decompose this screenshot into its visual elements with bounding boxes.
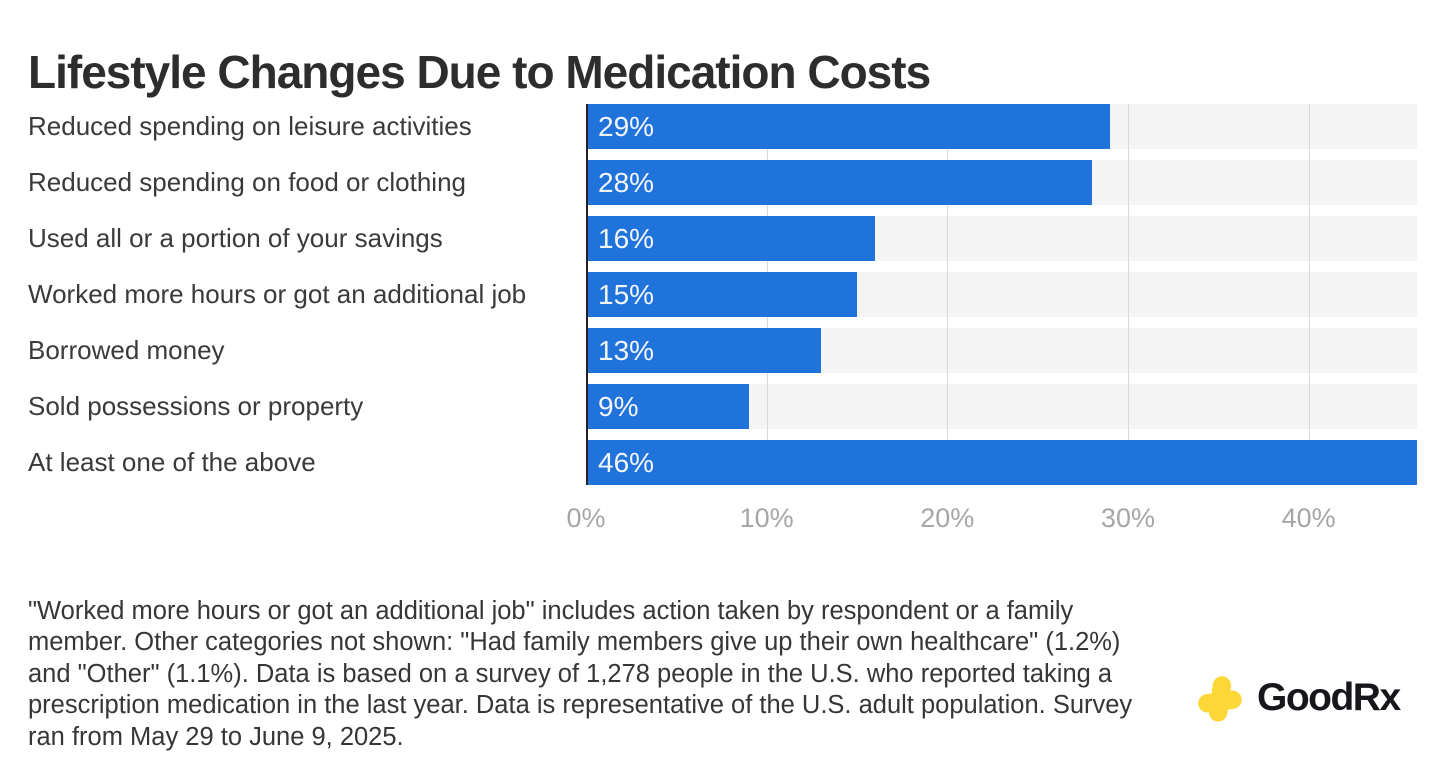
bar-value-label: 15%: [598, 278, 655, 310]
bar: 46%: [586, 440, 1417, 485]
bar: 13%: [586, 328, 821, 373]
category-label: At least one of the above: [28, 447, 316, 477]
bar-value-label: 16%: [598, 222, 655, 254]
y-axis-line: [586, 104, 588, 485]
bar-chart: Reduced spending on leisure activities Re…: [0, 104, 1440, 550]
goodrx-wordmark: GoodRx: [1257, 676, 1401, 719]
category-label: Used all or a portion of your savings: [28, 223, 443, 253]
bar-value-label: 29%: [598, 110, 655, 142]
bar-value-label: 46%: [598, 446, 655, 478]
bar-value-label: 9%: [598, 390, 639, 422]
plot-area: 29% 28% 16% 15% 13% 9% 46%: [586, 104, 1417, 485]
bar: 28%: [586, 160, 1092, 205]
category-label: Sold possessions or property: [28, 391, 364, 421]
goodrx-logo: GoodRx: [1192, 670, 1401, 726]
bar: 9%: [586, 384, 749, 429]
x-axis-tick-labels: 0% 10% 20% 30% 40%: [566, 495, 1417, 541]
category-label: Worked more hours or got an additional j…: [28, 279, 527, 309]
gridline: [1308, 104, 1310, 485]
bar: 29%: [586, 104, 1110, 149]
chart-title: Lifestyle Changes Due to Medication Cost…: [28, 45, 931, 98]
bar-value-label: 28%: [598, 166, 655, 198]
x-tick-label: 40%: [1281, 503, 1336, 533]
bar: 15%: [586, 272, 857, 317]
bar-value-label: 13%: [598, 334, 655, 366]
x-tick-label: 10%: [739, 503, 794, 533]
category-label: Reduced spending on leisure activities: [28, 111, 472, 141]
goodrx-cross-icon: [1198, 676, 1242, 722]
gridline: [947, 104, 949, 485]
x-tick-label: 20%: [920, 503, 975, 533]
footnote: "Worked more hours or got an additional …: [28, 596, 1133, 751]
category-label: Borrowed money: [28, 335, 225, 365]
category-label: Reduced spending on food or clothing: [28, 167, 466, 197]
bar: 16%: [586, 216, 876, 261]
x-tick-label: 0%: [566, 503, 606, 533]
x-tick-label: 30%: [1100, 503, 1155, 533]
gridline: [1127, 104, 1129, 485]
